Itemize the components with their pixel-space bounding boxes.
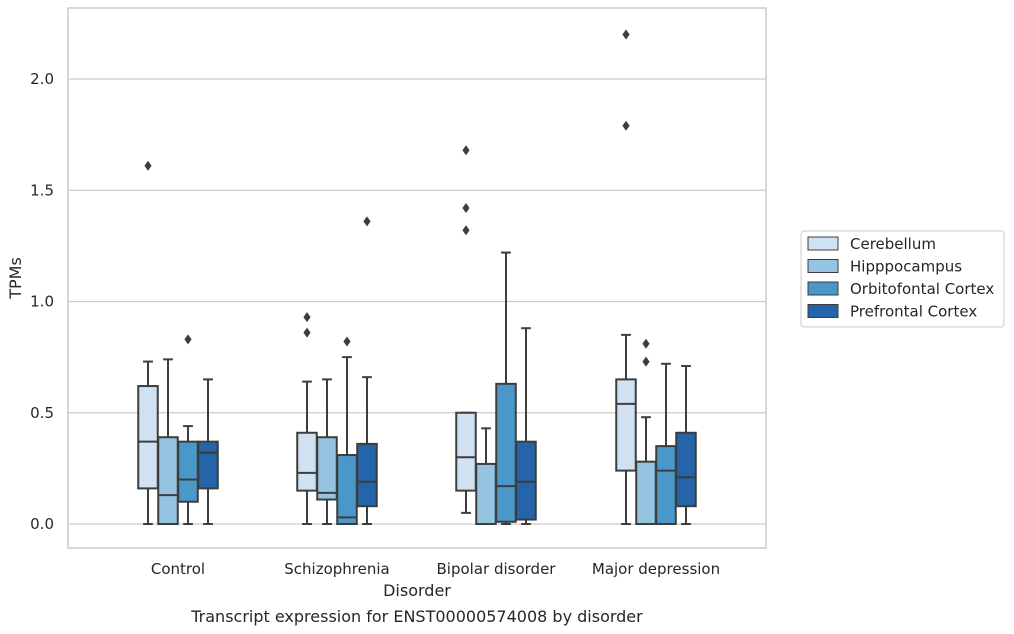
legend-label: Prefrontal Cortex — [850, 303, 977, 321]
x-axis-title: Disorder — [383, 581, 451, 600]
legend-swatch — [807, 304, 839, 318]
legend-swatch — [807, 259, 839, 273]
box-prefrontal-cortex-3 — [675, 365, 697, 525]
legend: Cerebellum Hipppocampus Orbitofontal Corte… — [800, 230, 1005, 328]
box-cerebellum-1 — [296, 312, 318, 525]
outlier-point — [363, 216, 371, 227]
y-axis-title: TPMs — [6, 257, 25, 300]
box-prefrontal-cortex-0 — [197, 378, 219, 525]
box-iqr — [655, 445, 677, 525]
box-hipppocampus-0 — [157, 358, 179, 526]
box-iqr — [137, 385, 159, 490]
outlier-point — [462, 225, 470, 236]
box-iqr — [157, 436, 179, 526]
outlier-point — [642, 356, 650, 367]
plot-frame — [67, 7, 767, 549]
box-orbitofontal-cortex-1 — [336, 336, 358, 525]
figure-caption: Transcript expression for ENST0000057400… — [190, 607, 643, 626]
box-orbitofontal-cortex-2 — [495, 251, 517, 525]
legend-items: Cerebellum Hipppocampus Orbitofontal Corte… — [807, 235, 994, 321]
y-tick-label: 1.5 — [30, 181, 54, 199]
outlier-point — [622, 120, 630, 131]
box-iqr — [495, 382, 517, 523]
outlier-point — [462, 203, 470, 214]
legend-label: Cerebellum — [850, 235, 936, 253]
box-hipppocampus-3 — [635, 338, 657, 526]
outlier-point — [184, 334, 192, 345]
box-iqr — [316, 436, 338, 501]
x-axis-ticks: Control Schizophrenia Bipolar disorder Majo… — [151, 560, 720, 578]
box-hipppocampus-2 — [475, 427, 497, 525]
x-tick-label: Bipolar disorder — [437, 560, 557, 578]
box-orbitofontal-cortex-3 — [655, 362, 677, 525]
y-tick-label: 0.0 — [30, 515, 54, 533]
y-tick-label: 1.0 — [30, 293, 54, 311]
box-prefrontal-cortex-2 — [515, 327, 537, 525]
outlier-point — [622, 29, 630, 40]
outlier-point — [303, 312, 311, 323]
box-iqr — [177, 440, 199, 503]
box-iqr — [475, 462, 497, 525]
legend-label: Hipppocampus — [850, 258, 962, 276]
box-iqr — [356, 442, 378, 508]
legend-frame — [800, 230, 1005, 328]
box-iqr — [336, 454, 358, 525]
box-groups — [137, 29, 697, 526]
legend-swatch — [807, 236, 839, 251]
legend-swatch — [807, 281, 839, 296]
box-iqr — [197, 440, 219, 490]
box-iqr — [615, 378, 637, 472]
outlier-point — [462, 145, 470, 156]
y-tick-label: 0.5 — [30, 404, 54, 422]
box-cerebellum-2 — [455, 145, 477, 514]
x-tick-label: Schizophrenia — [284, 560, 389, 578]
x-tick-label: Major depression — [592, 560, 720, 578]
box-iqr — [455, 411, 477, 492]
outlier-point — [144, 160, 152, 171]
y-tick-label: 2.0 — [30, 70, 54, 88]
box-iqr — [675, 431, 697, 508]
x-tick-label: Control — [151, 560, 205, 578]
outlier-point — [642, 338, 650, 349]
box-cerebellum-0 — [137, 160, 159, 525]
box-iqr — [515, 440, 537, 521]
box-iqr — [296, 431, 318, 492]
box-prefrontal-cortex-1 — [356, 216, 378, 525]
box-orbitofontal-cortex-0 — [177, 334, 199, 525]
outlier-point — [303, 327, 311, 338]
y-axis-ticks: 0.0 0.5 1.0 1.5 2.0 — [30, 70, 54, 533]
box-cerebellum-3 — [615, 29, 637, 525]
box-hipppocampus-1 — [316, 378, 338, 525]
box-iqr — [635, 460, 657, 526]
legend-label: Orbitofontal Cortex — [850, 280, 994, 298]
outlier-point — [343, 336, 351, 347]
